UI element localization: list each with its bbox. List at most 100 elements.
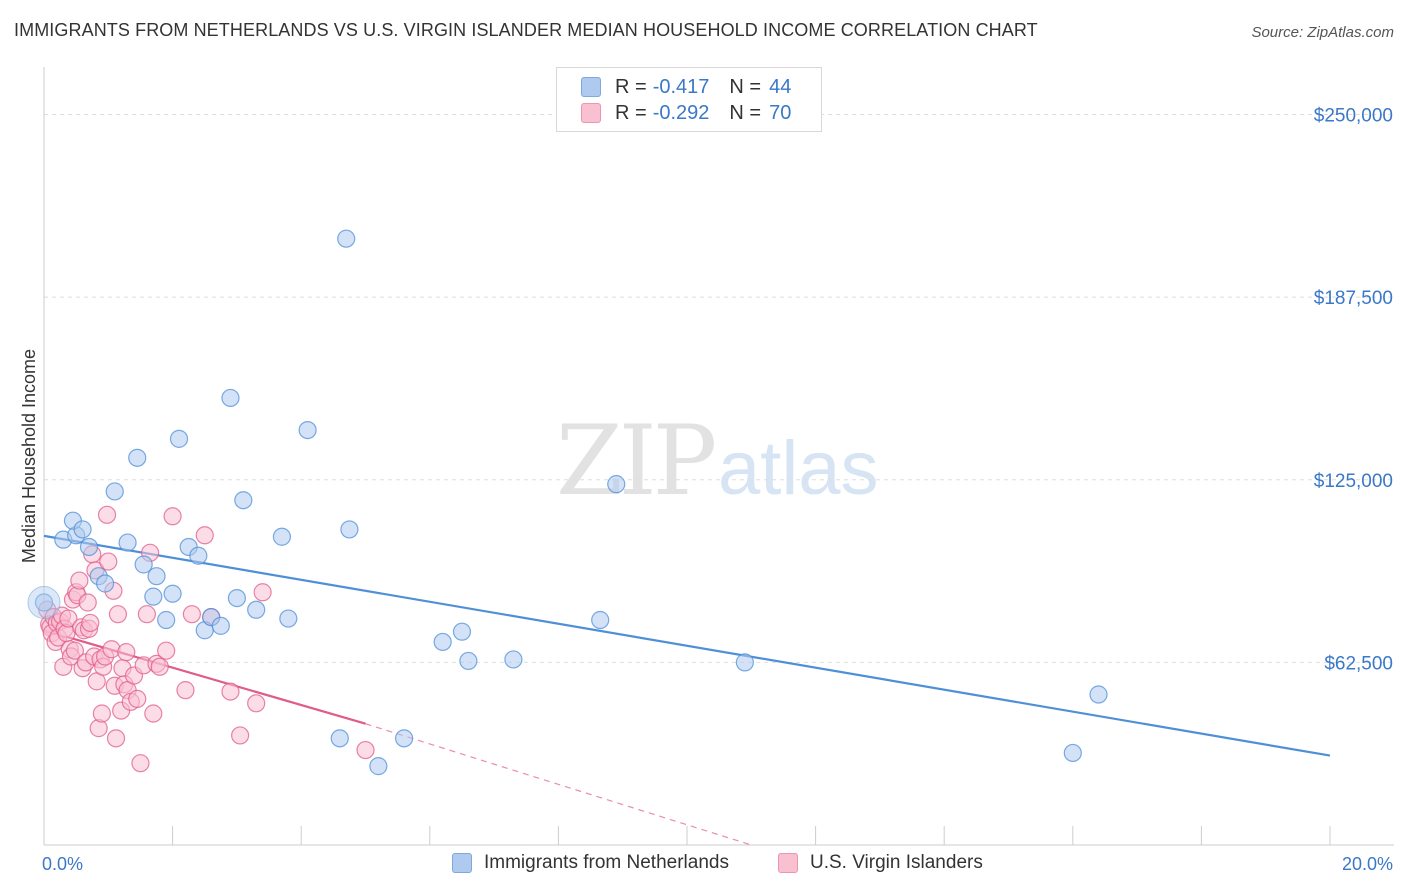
data-point [394, 729, 414, 748]
data-point [163, 584, 182, 603]
data-point [102, 640, 121, 659]
y-axis-title: Median Household Income [19, 349, 39, 563]
data-point [131, 754, 150, 773]
data-point [169, 429, 189, 448]
data-point [221, 682, 240, 701]
watermark-atlas: atlas [718, 426, 879, 511]
data-point [163, 507, 182, 526]
data-point [92, 704, 111, 723]
data-point [176, 681, 195, 700]
data-point [369, 757, 388, 776]
data-point [340, 520, 359, 539]
data-point [227, 588, 246, 608]
bottom-legend-virgin-islanders: U.S. Virgin Islanders [778, 852, 983, 874]
legend-row-virgin-islanders: R = -0.292 N = 70 [581, 100, 791, 126]
data-point [247, 694, 266, 713]
data-point [452, 622, 472, 641]
y-tick-label: $125,000 [1314, 471, 1393, 492]
data-point [134, 555, 153, 574]
stats-legend: R = -0.417 N = 44 R = -0.292 N = 70 [556, 67, 822, 132]
grid-lines [44, 114, 1394, 663]
y-tick-label: $62,500 [1324, 653, 1393, 674]
trend-line [43, 534, 1331, 757]
data-point [34, 593, 54, 612]
legend-n-value: 70 [769, 101, 792, 124]
data-point [118, 533, 137, 552]
y-tick-label: $250,000 [1314, 106, 1393, 127]
axes [43, 67, 1394, 846]
data-point [99, 552, 118, 571]
data-point [504, 650, 523, 669]
data-point [1089, 685, 1108, 704]
data-point [79, 537, 99, 557]
legend-n-label: N = [729, 101, 762, 124]
data-point [128, 448, 147, 467]
data-point [137, 605, 156, 624]
data-point [221, 388, 240, 408]
y-tick-labels: $62,500 $125,000 $187,500 $250,000 [1314, 106, 1393, 675]
data-point [607, 475, 626, 494]
data-points [27, 229, 1108, 776]
legend-swatch-virgin-islanders [581, 103, 601, 123]
data-point [73, 520, 92, 539]
legend-n-label: N = [729, 75, 762, 98]
data-point [234, 491, 253, 510]
legend-r-value: -0.417 [652, 75, 710, 98]
data-point [272, 527, 292, 546]
data-point [144, 704, 163, 723]
bottom-legend-label-netherlands: Immigrants from Netherlands [484, 852, 729, 873]
legend-r-label: R = [615, 75, 647, 98]
trend-line [43, 629, 366, 725]
x-tick-labels: 0.0% 20.0% [42, 854, 1393, 874]
data-point [591, 610, 610, 630]
legend-swatch-netherlands [581, 77, 601, 97]
data-point [253, 583, 272, 602]
bottom-legend-swatch-virgin-islanders [778, 853, 798, 873]
trend-lines [43, 534, 1331, 846]
data-point [1063, 743, 1082, 763]
legend-r-value: -0.292 [652, 101, 710, 124]
bottom-legend-label-virgin-islanders: U.S. Virgin Islanders [810, 852, 983, 873]
data-point [330, 729, 349, 748]
data-point [356, 740, 375, 760]
chart-title: IMMIGRANTS FROM NETHERLANDS VS U.S. VIRG… [14, 20, 1038, 40]
data-point [78, 593, 97, 612]
source-label: Source: ZipAtlas.com [1251, 24, 1394, 41]
data-point-large [27, 585, 61, 619]
data-point [81, 613, 100, 633]
data-point [189, 546, 208, 565]
data-point [128, 689, 147, 709]
data-point [433, 632, 452, 652]
data-point [298, 420, 317, 440]
data-point [147, 567, 166, 586]
trend-line-extension [365, 723, 752, 846]
legend-row-netherlands: R = -0.417 N = 44 [581, 74, 791, 100]
data-point [117, 643, 136, 662]
data-point [59, 609, 78, 628]
data-point [105, 482, 124, 501]
data-point [150, 657, 169, 676]
data-point [211, 616, 230, 635]
legend-r-label: R = [615, 101, 647, 124]
data-point [231, 726, 250, 745]
y-tick-label: $187,500 [1314, 288, 1393, 309]
bottom-legend-netherlands: Immigrants from Netherlands [452, 852, 729, 874]
data-point [70, 571, 89, 590]
data-point [95, 574, 115, 593]
data-point [106, 729, 126, 748]
legend-n-value: 44 [769, 75, 792, 98]
data-point [65, 641, 84, 660]
data-point [735, 653, 754, 672]
x-tick-label: 0.0% [42, 854, 83, 874]
data-point [279, 609, 298, 628]
data-point [157, 610, 176, 630]
watermark-zip: ZIP [556, 405, 717, 517]
data-point [182, 605, 201, 624]
data-point [97, 505, 117, 524]
data-point [459, 651, 478, 671]
data-point [108, 605, 128, 624]
data-point [247, 600, 266, 619]
data-point [195, 526, 214, 545]
data-point [337, 229, 356, 248]
